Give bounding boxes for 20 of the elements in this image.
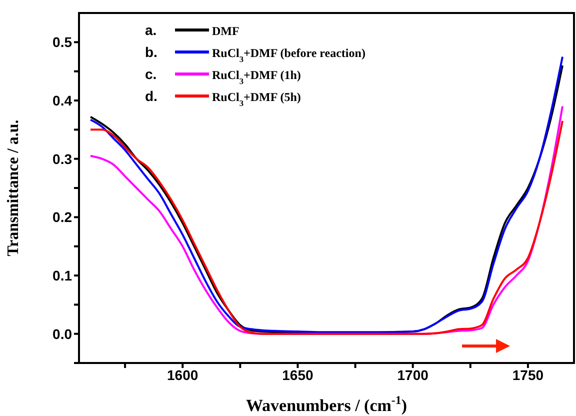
legend-label: RuCl$_{3}$+DMF (1h) xyxy=(212,68,301,86)
legend-label: RuCl$_{3}$+DMF (5h) xyxy=(212,90,301,108)
annotation: a. xyxy=(145,22,157,38)
annotation: c. xyxy=(145,66,157,82)
y-tick-label: 0.0 xyxy=(52,326,72,342)
x-tick-label: 1650 xyxy=(282,366,314,383)
x-tick-label: 1750 xyxy=(512,366,544,383)
x-tick-label: 1700 xyxy=(397,366,429,383)
annotation: b. xyxy=(145,44,158,60)
y-tick-label: 0.3 xyxy=(52,150,72,167)
legend-label: DMF xyxy=(212,24,240,38)
legend-label: RuCl$_{3}$+DMF (before reaction) xyxy=(212,46,366,64)
x-tick-label: 1600 xyxy=(167,366,198,383)
y-tick-label: 0.1 xyxy=(52,267,72,284)
y-tick-label: 0.5 xyxy=(52,34,72,50)
x-axis-title: Wavenumbers / (cm$^{-1}$) xyxy=(246,393,408,415)
annotation: d. xyxy=(145,88,158,104)
y-axis-title: Transmittance / a.u. xyxy=(4,120,22,256)
y-tick-label: 0.4 xyxy=(52,92,72,108)
y-tick-label: 0.2 xyxy=(52,209,72,226)
